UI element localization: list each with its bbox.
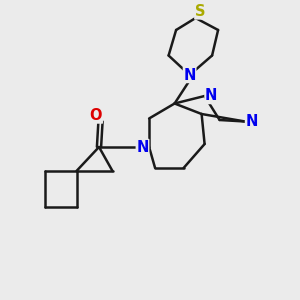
Text: S: S xyxy=(195,4,205,19)
Text: N: N xyxy=(136,140,149,154)
Text: N: N xyxy=(183,68,196,82)
Text: N: N xyxy=(245,114,258,129)
Text: N: N xyxy=(205,88,217,104)
Text: O: O xyxy=(90,108,102,123)
